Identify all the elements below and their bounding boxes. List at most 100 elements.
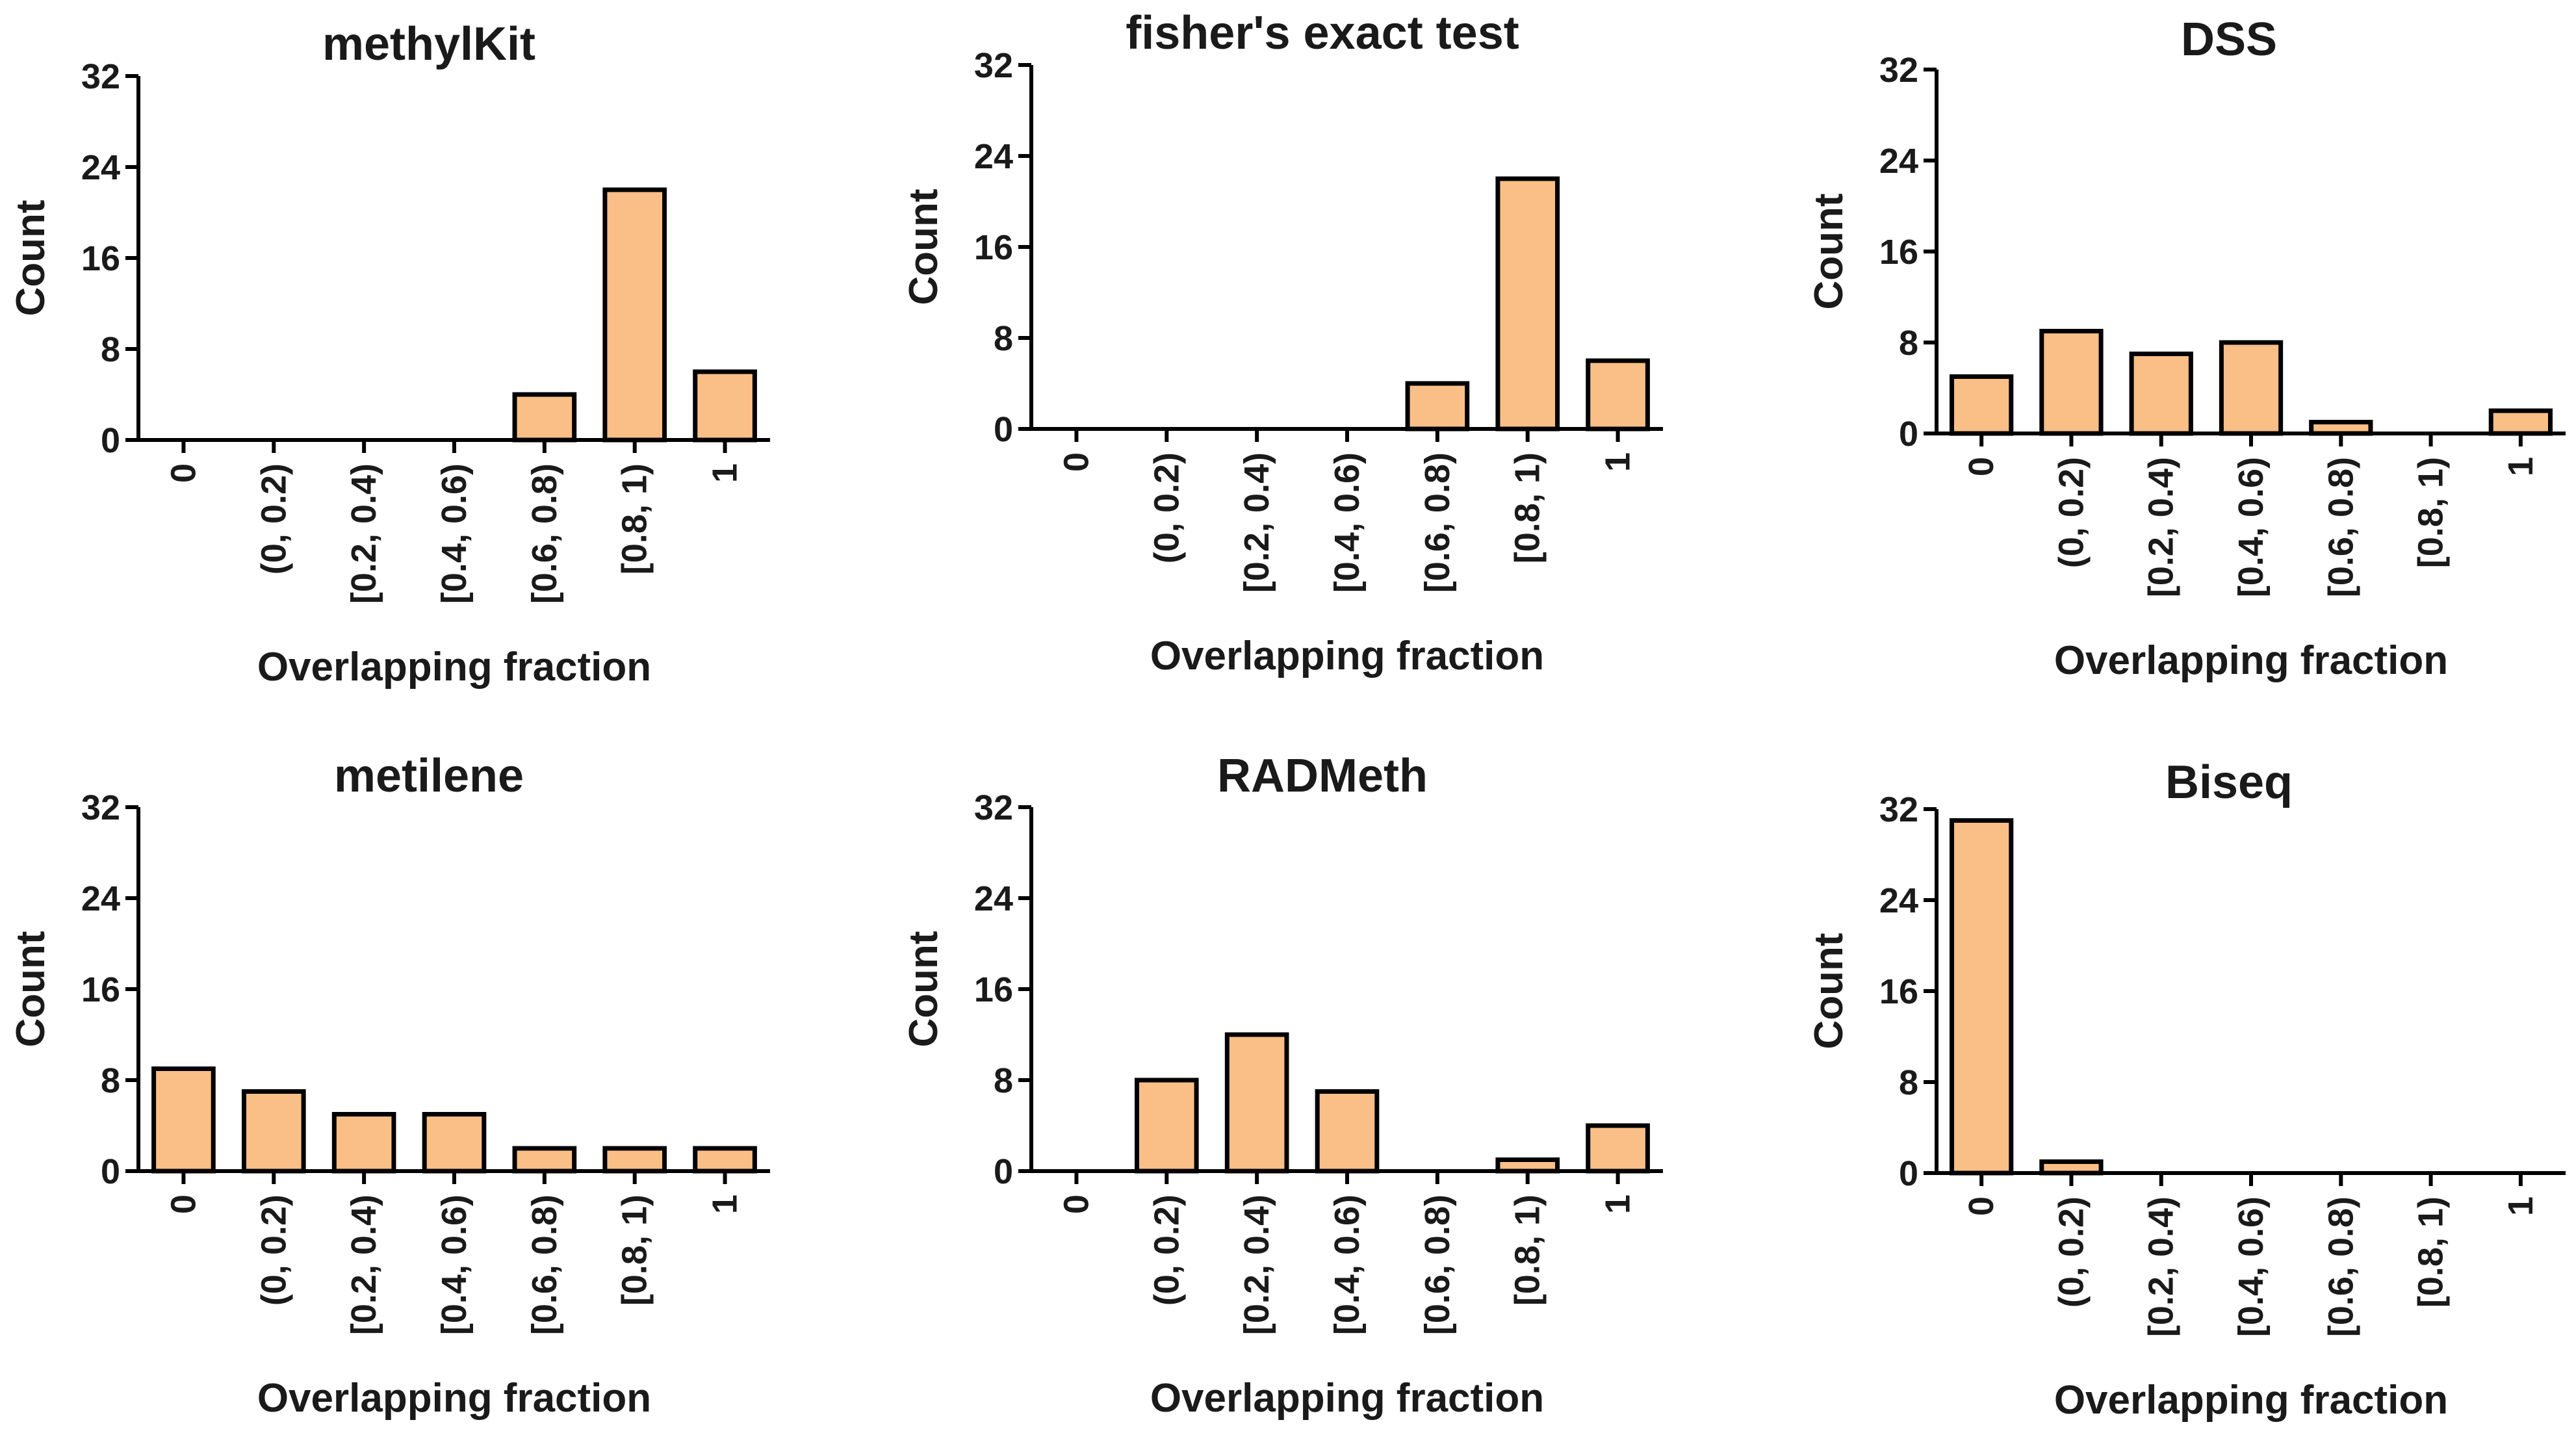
x-tick-label: (0, 0.2) <box>254 1194 293 1306</box>
x-tick-label: 0 <box>1057 452 1096 472</box>
x-tick-label: [0.6, 0.8) <box>2321 457 2360 597</box>
bar-4 <box>2219 340 2284 436</box>
bar-1 <box>1950 374 2014 436</box>
x-tick-label: (0, 0.2) <box>2052 1196 2091 1308</box>
x-tick-label: [0.8, 1) <box>1508 452 1547 563</box>
bar-5 <box>512 1146 577 1174</box>
y-tick-label: 16 <box>1879 233 1918 272</box>
bar-7 <box>2488 408 2553 436</box>
x-tick-label: 1 <box>706 1194 745 1214</box>
x-tick-label: [0.2, 0.4) <box>2142 1196 2181 1337</box>
y-tick-label: 32 <box>974 788 1013 827</box>
x-axis-label: Overlapping fraction <box>2054 638 2448 683</box>
y-tick-label: 24 <box>974 137 1013 176</box>
bar-4 <box>1315 1089 1380 1174</box>
y-tick-label: 24 <box>81 879 120 918</box>
x-tick-label: 0 <box>1057 1194 1096 1214</box>
chart-panel-2: fisher's exact test 0 8 16 24 32 0 (0, 0.2) [0.2… <box>901 7 1663 678</box>
x-tick-label: (0, 0.2) <box>2052 457 2091 568</box>
bar-5 <box>512 392 577 443</box>
y-tick-label: 0 <box>994 410 1013 449</box>
y-axis-label: Count <box>1807 933 1851 1049</box>
x-tick-label: [0.8, 1) <box>1508 1194 1547 1306</box>
x-tick-label: 1 <box>1599 452 1638 472</box>
x-tick-label: [0.2, 0.4) <box>1237 1194 1276 1335</box>
y-tick-label: 0 <box>994 1152 1013 1191</box>
bar-3 <box>1224 1032 1289 1174</box>
y-tick-label: 24 <box>81 148 120 187</box>
x-tick-label: [0.2, 0.4) <box>344 1194 383 1335</box>
y-tick-label: 0 <box>101 1152 120 1191</box>
x-tick-label: [0.8, 1) <box>615 463 654 575</box>
y-tick-label: 8 <box>101 1061 120 1100</box>
y-tick-label: 0 <box>1899 415 1918 454</box>
y-axis-label: Count <box>901 931 946 1047</box>
x-tick-label: [0.4, 0.6) <box>435 1194 474 1335</box>
x-tick-label: 1 <box>1599 1194 1638 1214</box>
y-axis-label: Count <box>8 200 53 316</box>
y-tick-label: 0 <box>1899 1154 1918 1193</box>
x-tick-label: (0, 0.2) <box>1147 1194 1186 1306</box>
x-tick-label: [0.2, 0.4) <box>344 463 383 604</box>
x-tick-label: [0.4, 0.6) <box>2232 457 2271 597</box>
bar-6 <box>1495 176 1560 432</box>
x-tick-label: [0.6, 0.8) <box>1418 1194 1457 1335</box>
bar-5 <box>1405 381 1470 432</box>
x-tick-label: 0 <box>164 463 203 483</box>
x-tick-label: 1 <box>2501 1196 2540 1216</box>
chart-panel-6: Biseq 0 8 16 24 32 0 (0, 0.2) [0.2, 0.4) [0.4, 0.… <box>1807 756 2566 1423</box>
chart-title: fisher's exact test <box>1126 7 1519 59</box>
chart-title: Biseq <box>2165 756 2293 808</box>
x-axis-label: Overlapping fraction <box>1150 1376 1544 1421</box>
y-tick-label: 8 <box>994 1061 1013 1100</box>
bar-2 <box>1134 1078 1199 1174</box>
x-tick-label: [0.4, 0.6) <box>1328 452 1367 593</box>
y-axis-label: Count <box>1807 193 1851 309</box>
y-tick-label: 32 <box>81 788 120 827</box>
bar-7 <box>1586 1123 1650 1174</box>
bar-3 <box>331 1112 396 1174</box>
bar-7 <box>693 369 757 443</box>
y-tick-label: 16 <box>81 239 120 278</box>
y-axis-label: Count <box>8 931 53 1047</box>
bar-1 <box>151 1066 216 1174</box>
x-axis-label: Overlapping fraction <box>257 645 651 690</box>
y-tick-label: 32 <box>1879 51 1918 90</box>
x-tick-label: [0.6, 0.8) <box>2321 1196 2360 1337</box>
x-axis-label: Overlapping fraction <box>1150 634 1544 678</box>
chart-title: metilene <box>334 750 524 802</box>
x-axis-label: Overlapping fraction <box>2054 1378 2448 1423</box>
x-tick-label: [0.8, 1) <box>615 1194 654 1306</box>
y-tick-label: 16 <box>1879 972 1918 1011</box>
y-tick-label: 0 <box>101 421 120 460</box>
y-tick-label: 8 <box>994 319 1013 358</box>
y-tick-label: 16 <box>974 970 1013 1009</box>
y-tick-label: 8 <box>1899 1063 1918 1102</box>
bar-7 <box>693 1146 757 1174</box>
y-tick-label: 24 <box>974 879 1013 918</box>
x-axis-label: Overlapping fraction <box>257 1376 651 1421</box>
bar-7 <box>1586 358 1650 432</box>
bar-6 <box>602 187 667 443</box>
chart-panel-3: DSS 0 8 16 24 32 0 (0, 0.2) [0.2, 0.4) [0.4, 0.6)… <box>1807 14 2566 683</box>
chart-title: methylKit <box>322 18 535 70</box>
y-tick-label: 32 <box>974 46 1013 85</box>
x-tick-label: [0.4, 0.6) <box>435 463 474 604</box>
chart-panel-5: RADMeth 0 8 16 24 32 0 (0, 0.2) [0.2, 0.4) [0.4, … <box>901 750 1663 1421</box>
axes <box>1029 65 1663 431</box>
x-tick-label: [0.4, 0.6) <box>1328 1194 1367 1335</box>
bar-2 <box>241 1089 306 1174</box>
chart-panel-1: methylKit 0 8 16 24 32 0 (0, 0.2) [0.2, 0.4) [0.4… <box>8 18 770 690</box>
x-tick-label: [0.4, 0.6) <box>2232 1196 2271 1337</box>
bar-4 <box>422 1112 487 1174</box>
y-tick-label: 16 <box>974 228 1013 267</box>
bar-3 <box>2129 352 2193 436</box>
x-tick-label: 0 <box>1962 457 2001 476</box>
y-tick-label: 8 <box>1899 324 1918 363</box>
x-tick-label: [0.8, 1) <box>2412 457 2451 568</box>
x-tick-label: (0, 0.2) <box>254 463 293 575</box>
chart-title: DSS <box>2181 14 2277 66</box>
x-tick-label: 1 <box>706 463 745 483</box>
x-tick-label: [0.6, 0.8) <box>525 1194 564 1335</box>
